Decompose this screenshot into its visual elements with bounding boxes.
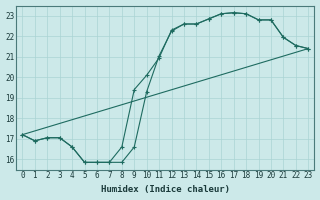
X-axis label: Humidex (Indice chaleur): Humidex (Indice chaleur) <box>101 185 230 194</box>
